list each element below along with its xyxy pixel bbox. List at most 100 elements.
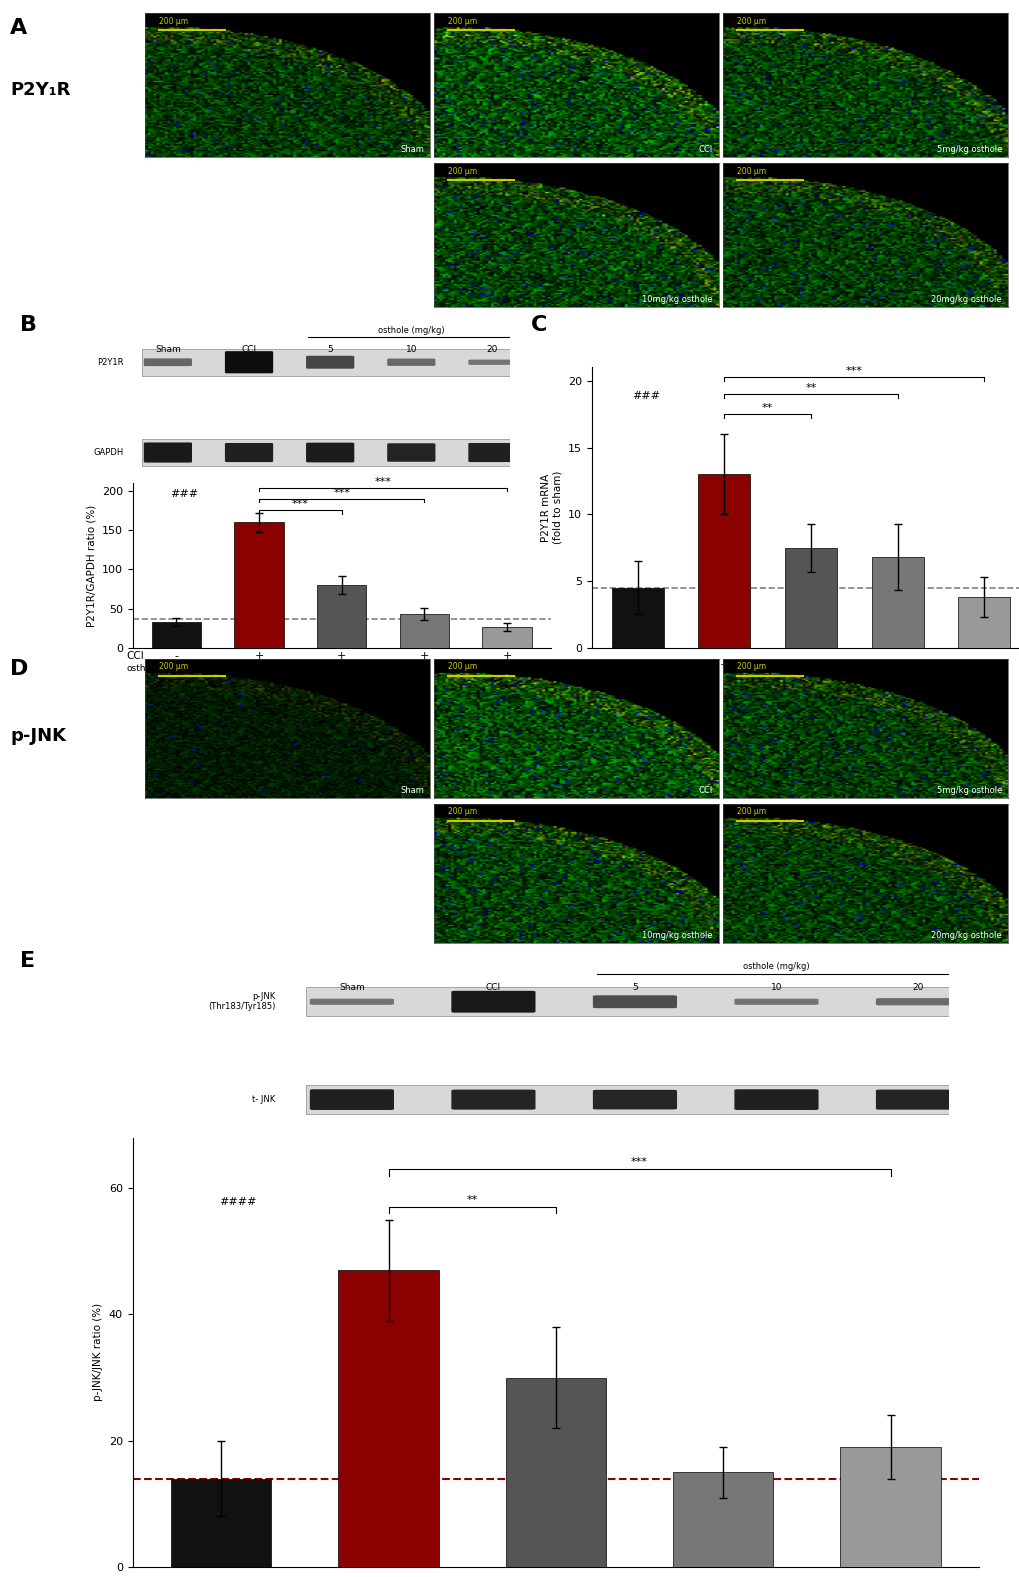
Y-axis label: P2Y1R mRNA
(fold to sham): P2Y1R mRNA (fold to sham) [540, 472, 561, 544]
FancyBboxPatch shape [875, 998, 959, 1006]
Text: 5: 5 [632, 982, 637, 992]
FancyBboxPatch shape [734, 1090, 817, 1110]
Bar [142, 349, 519, 375]
Text: 10: 10 [417, 662, 431, 673]
Text: Sham: Sham [338, 982, 365, 992]
Text: Sham: Sham [155, 345, 180, 353]
FancyBboxPatch shape [468, 443, 516, 462]
Text: ***: *** [374, 476, 391, 487]
Text: 20mg/kg osthole: 20mg/kg osthole [930, 930, 1001, 940]
Text: +: + [419, 651, 429, 661]
Text: C: C [530, 315, 546, 334]
Text: +: + [978, 659, 988, 670]
Text: ###: ### [170, 489, 199, 498]
Text: 10mg/kg osthole: 10mg/kg osthole [642, 295, 712, 304]
FancyBboxPatch shape [310, 1090, 393, 1110]
Text: 200 μm: 200 μm [159, 17, 189, 27]
Text: -: - [721, 680, 726, 689]
Bar [338, 1269, 438, 1568]
Text: 5: 5 [327, 345, 333, 353]
Bar [611, 588, 663, 648]
Text: Sham: Sham [399, 145, 424, 155]
Text: t- JNK: t- JNK [252, 1094, 275, 1104]
Text: -: - [635, 680, 639, 689]
Text: 20: 20 [976, 680, 990, 689]
FancyBboxPatch shape [306, 443, 354, 462]
FancyBboxPatch shape [225, 443, 273, 462]
Text: 5mg/kg osthole: 5mg/kg osthole [935, 785, 1001, 795]
Text: GAPDH: GAPDH [94, 448, 124, 457]
Bar [306, 1085, 963, 1115]
Text: -: - [174, 651, 178, 661]
Text: 200 μm: 200 μm [447, 167, 477, 177]
Text: p-JNK: p-JNK [10, 727, 66, 744]
FancyBboxPatch shape [592, 995, 677, 1008]
Bar [673, 1473, 772, 1568]
Bar [482, 626, 531, 648]
Bar [399, 613, 448, 648]
Bar [698, 475, 750, 648]
Bar [957, 598, 1009, 648]
Text: E: E [20, 951, 36, 970]
Text: CCI: CCI [698, 785, 712, 795]
Bar [152, 621, 201, 648]
Text: osthole(mg/kg): osthole(mg/kg) [585, 680, 653, 689]
Text: +: + [336, 651, 346, 661]
FancyBboxPatch shape [592, 1090, 677, 1110]
Text: A: A [10, 17, 28, 38]
Text: ###: ### [632, 391, 659, 401]
Text: ***: *** [291, 500, 309, 509]
Text: p-JNK
(Thr183/Tyr185): p-JNK (Thr183/Tyr185) [208, 992, 275, 1011]
Text: 200 μm: 200 μm [737, 167, 765, 177]
Text: P2Y₁R: P2Y₁R [10, 80, 70, 99]
Text: ***: *** [845, 366, 862, 375]
Text: CCI: CCI [126, 651, 145, 661]
FancyBboxPatch shape [387, 358, 435, 366]
Text: **: ** [466, 1195, 477, 1205]
Text: 20: 20 [911, 982, 923, 992]
Text: +: + [805, 659, 815, 670]
Text: P2Y1R: P2Y1R [98, 358, 124, 367]
Text: B: B [20, 315, 38, 334]
Bar [142, 438, 519, 465]
Text: +: + [501, 651, 512, 661]
Text: D: D [10, 659, 29, 680]
Text: 200 μm: 200 μm [737, 17, 765, 27]
Text: +: + [254, 651, 264, 661]
Bar [234, 522, 283, 648]
Text: 200 μm: 200 μm [737, 662, 765, 672]
Text: osthole(mg/kg): osthole(mg/kg) [126, 664, 196, 673]
FancyBboxPatch shape [306, 356, 354, 369]
FancyBboxPatch shape [387, 443, 435, 462]
Text: 20: 20 [486, 345, 497, 353]
Bar [870, 557, 922, 648]
FancyBboxPatch shape [144, 443, 192, 462]
Text: ####: #### [219, 1197, 257, 1206]
FancyBboxPatch shape [144, 358, 192, 366]
Text: -: - [257, 662, 261, 673]
Text: CCI: CCI [585, 659, 602, 670]
Text: **: ** [804, 383, 816, 393]
Bar [785, 547, 836, 648]
Text: **: ** [761, 404, 772, 413]
Bar [840, 1448, 940, 1568]
Text: CCI: CCI [698, 145, 712, 155]
FancyBboxPatch shape [450, 1090, 535, 1110]
Text: +: + [892, 659, 902, 670]
Text: CCI: CCI [485, 982, 500, 992]
Text: 10: 10 [406, 345, 417, 353]
Text: -: - [635, 659, 639, 670]
FancyBboxPatch shape [875, 1090, 959, 1110]
Text: 200 μm: 200 μm [447, 807, 477, 817]
Text: ***: *** [333, 487, 350, 498]
Bar [505, 1378, 605, 1568]
Text: 10mg/kg osthole: 10mg/kg osthole [642, 930, 712, 940]
Text: ***: *** [631, 1158, 647, 1167]
Text: 200 μm: 200 μm [447, 17, 477, 27]
Y-axis label: P2Y1R/GAPDH ratio (%): P2Y1R/GAPDH ratio (%) [87, 505, 96, 626]
Text: +: + [718, 659, 729, 670]
Bar [306, 987, 963, 1016]
Text: 10: 10 [890, 680, 904, 689]
Text: 5: 5 [338, 662, 344, 673]
FancyBboxPatch shape [468, 360, 516, 364]
